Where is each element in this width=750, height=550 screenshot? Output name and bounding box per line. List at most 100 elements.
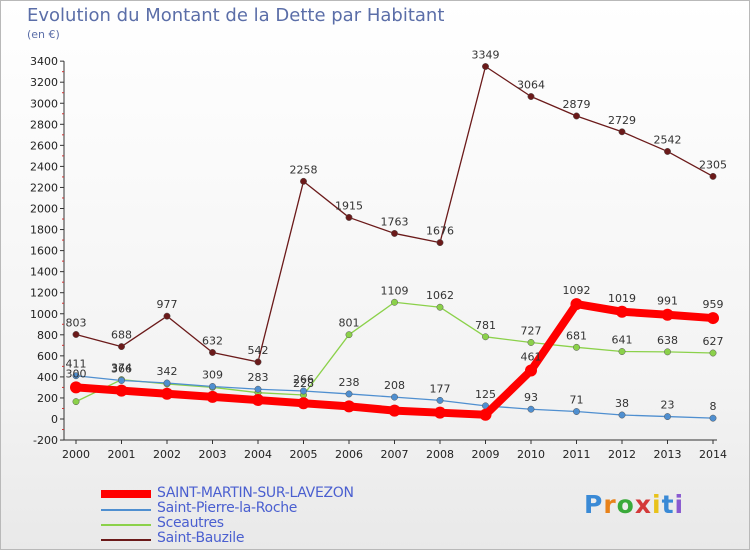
data-label: 2542 bbox=[654, 133, 682, 146]
chart-unit: (en €) bbox=[27, 28, 60, 41]
data-point bbox=[664, 348, 671, 356]
data-point bbox=[482, 333, 489, 341]
series-line bbox=[75, 65, 714, 363]
y-tick-label: 3000 bbox=[30, 97, 58, 110]
data-point bbox=[709, 349, 717, 357]
x-tick-label: 2009 bbox=[472, 448, 500, 461]
data-point bbox=[527, 93, 535, 100]
data-label: 1019 bbox=[608, 292, 636, 305]
y-tick-label: 200 bbox=[37, 392, 58, 405]
data-point bbox=[161, 387, 173, 400]
y-tick-label: 1400 bbox=[30, 266, 58, 279]
data-label: 1062 bbox=[426, 289, 454, 302]
data-label: 266 bbox=[293, 373, 314, 386]
legend-label: Saint-Pierre-la-Roche bbox=[157, 500, 298, 516]
data-label: 681 bbox=[566, 329, 587, 342]
x-tick-label: 2014 bbox=[699, 448, 727, 461]
y-tick-label: 1600 bbox=[30, 245, 58, 258]
data-point bbox=[254, 385, 262, 393]
logo-letter: r bbox=[603, 490, 617, 519]
y-tick-label: 2200 bbox=[30, 181, 58, 194]
data-label: 991 bbox=[657, 295, 678, 308]
data-point bbox=[573, 408, 580, 415]
legend: SAINT-MARTIN-SUR-LAVEZON Saint-Pierre-la… bbox=[101, 485, 421, 547]
y-tick-label: 600 bbox=[37, 350, 58, 363]
y-tick-label: 0 bbox=[51, 413, 58, 426]
data-point bbox=[527, 339, 535, 346]
data-point bbox=[661, 308, 674, 321]
data-point bbox=[345, 213, 353, 221]
legend-item: Sceautres bbox=[101, 515, 421, 532]
data-point bbox=[527, 405, 535, 413]
data-point bbox=[72, 398, 80, 406]
data-label: 309 bbox=[202, 368, 223, 381]
data-point bbox=[345, 390, 353, 398]
data-point bbox=[163, 312, 171, 320]
data-label: 125 bbox=[475, 388, 496, 401]
legend-swatch bbox=[101, 509, 151, 511]
y-tick-label: 400 bbox=[37, 371, 58, 384]
legend-label: SAINT-MARTIN-SUR-LAVEZON bbox=[157, 485, 354, 501]
data-point bbox=[297, 397, 310, 410]
data-label: 1109 bbox=[381, 284, 409, 297]
data-point bbox=[436, 239, 444, 247]
data-label: 641 bbox=[612, 334, 633, 347]
data-point bbox=[72, 372, 80, 380]
data-point bbox=[709, 414, 717, 422]
legend-swatch bbox=[101, 524, 151, 526]
x-tick-label: 2004 bbox=[244, 448, 272, 461]
data-point bbox=[206, 390, 219, 403]
data-label: 2305 bbox=[699, 158, 727, 171]
data-label: 93 bbox=[524, 391, 538, 404]
x-tick-label: 2013 bbox=[654, 448, 682, 461]
logo-letter: o bbox=[616, 490, 635, 519]
data-label: 627 bbox=[703, 335, 724, 348]
data-point bbox=[115, 384, 128, 397]
y-tick-label: -200 bbox=[33, 434, 58, 447]
data-point bbox=[252, 394, 264, 407]
logo-letter: i bbox=[652, 490, 662, 519]
data-label: 1676 bbox=[426, 225, 454, 238]
y-tick-label: 2000 bbox=[30, 203, 58, 216]
x-tick-label: 2002 bbox=[153, 448, 181, 461]
y-tick-label: 2600 bbox=[30, 139, 58, 152]
data-label: 688 bbox=[111, 329, 132, 342]
data-point bbox=[388, 404, 401, 417]
data-label: 300 bbox=[66, 367, 87, 380]
x-tick-label: 2000 bbox=[62, 448, 90, 461]
data-label: 366 bbox=[111, 362, 132, 375]
data-label: 2258 bbox=[290, 163, 318, 176]
logo-letter: P bbox=[584, 490, 604, 519]
data-point bbox=[72, 331, 80, 338]
data-point bbox=[391, 229, 398, 237]
x-tick-label: 2003 bbox=[199, 448, 227, 461]
y-tick-label: 2800 bbox=[30, 118, 58, 131]
data-label: 461 bbox=[521, 350, 542, 363]
data-label: 727 bbox=[521, 324, 542, 337]
data-point bbox=[300, 177, 307, 185]
legend-item: Saint-Pierre-la-Roche bbox=[101, 500, 421, 517]
data-point bbox=[391, 393, 398, 401]
data-label: 977 bbox=[157, 298, 178, 311]
data-point bbox=[254, 358, 262, 366]
data-point bbox=[345, 331, 353, 339]
data-label: 1092 bbox=[563, 284, 591, 297]
y-tick-label: 1000 bbox=[30, 308, 58, 321]
data-label: 208 bbox=[384, 379, 405, 392]
data-point bbox=[70, 381, 82, 394]
x-tick-label: 2001 bbox=[108, 448, 136, 461]
legend-swatch bbox=[101, 539, 151, 541]
logo-letter: i bbox=[674, 490, 685, 519]
logo-letter: x bbox=[634, 490, 652, 519]
y-tick-label: 2400 bbox=[30, 160, 58, 173]
y-tick-label: 1800 bbox=[30, 224, 58, 237]
data-point bbox=[618, 411, 626, 419]
data-point bbox=[525, 364, 537, 377]
data-label: 8 bbox=[710, 400, 717, 413]
x-tick-label: 2010 bbox=[517, 448, 545, 461]
data-label: 803 bbox=[66, 316, 87, 329]
data-label: 1915 bbox=[335, 199, 363, 212]
legend-item: Saint-Bauzile bbox=[101, 530, 421, 547]
x-tick-label: 2008 bbox=[426, 448, 454, 461]
data-label: 781 bbox=[475, 319, 496, 332]
